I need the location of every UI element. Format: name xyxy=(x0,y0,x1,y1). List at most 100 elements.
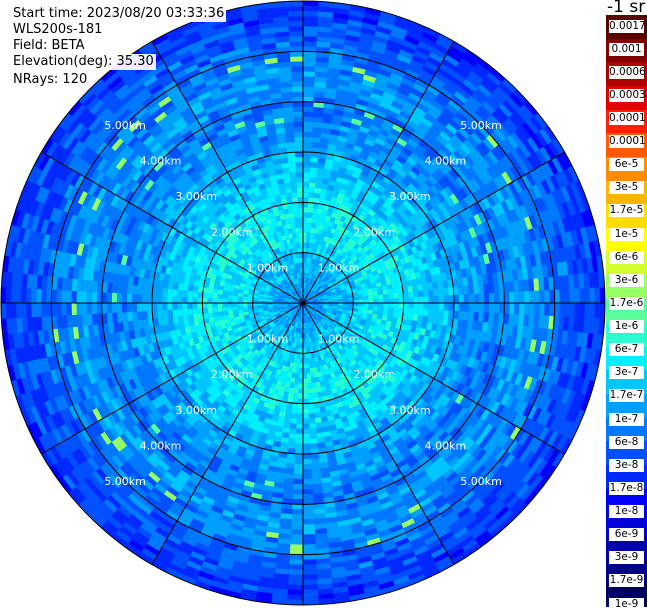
radar-cell xyxy=(326,290,332,295)
radar-cell xyxy=(307,299,313,302)
radar-cell xyxy=(311,382,317,389)
radar-cell xyxy=(413,290,419,298)
radar-cell xyxy=(316,284,321,289)
radar-cell xyxy=(320,349,326,355)
radar-cell xyxy=(308,303,313,305)
radar-cell xyxy=(286,335,291,341)
radar-cell xyxy=(281,493,293,499)
radar-cell xyxy=(335,346,341,352)
radar-cell xyxy=(317,260,322,267)
radar-cell xyxy=(292,268,296,275)
radar-cell xyxy=(313,107,325,113)
radar-cell xyxy=(278,305,284,307)
radar-cell xyxy=(333,282,339,288)
radar-cell xyxy=(307,304,313,307)
radar-cell xyxy=(292,337,296,343)
radar-cell xyxy=(345,328,351,334)
radar-cell xyxy=(265,254,271,260)
radar-cell xyxy=(298,338,302,344)
radar-cell xyxy=(305,242,310,248)
radar-cell xyxy=(313,281,317,287)
radar-cell xyxy=(308,290,312,295)
radar-cell xyxy=(323,347,329,354)
radar-cell xyxy=(297,252,301,258)
radar-cell xyxy=(307,283,311,289)
radar-cell xyxy=(318,314,324,319)
radar-cell xyxy=(306,296,312,301)
radar-cell xyxy=(309,362,314,369)
radar-cell xyxy=(242,293,249,298)
radar-cell xyxy=(318,250,323,257)
radar-cell xyxy=(308,273,311,279)
radar-cell xyxy=(295,428,303,434)
radar-cell xyxy=(293,299,299,302)
radar-cell xyxy=(292,321,296,327)
radar-cell xyxy=(321,282,327,288)
radar-cell xyxy=(333,304,339,307)
radar-cell xyxy=(202,297,208,303)
radar-cell xyxy=(284,293,290,297)
radar-cell xyxy=(290,243,295,249)
radar-cell xyxy=(305,288,308,294)
radar-cell xyxy=(326,280,332,286)
radar-cell xyxy=(142,285,148,295)
radar-cell xyxy=(277,252,283,259)
radar-cell xyxy=(324,287,330,292)
radar-cell xyxy=(286,311,292,316)
radar-cell xyxy=(237,309,244,314)
radar-cell xyxy=(172,288,178,297)
radar-cell xyxy=(428,303,434,311)
radar-cell xyxy=(304,312,307,318)
radar-cell xyxy=(254,264,261,271)
radar-cell xyxy=(303,141,313,148)
radar-cell xyxy=(319,256,324,262)
radar-cell xyxy=(463,303,470,313)
radar-cell xyxy=(267,306,274,309)
radar-cell xyxy=(217,298,223,303)
radar-cell xyxy=(289,325,293,331)
radar-cell xyxy=(328,318,334,323)
radar-cell xyxy=(352,308,359,312)
radar-cell xyxy=(301,293,303,298)
radar-cell xyxy=(280,274,286,280)
radar-cell xyxy=(331,292,338,296)
radar-cell xyxy=(332,309,338,313)
radar-cell xyxy=(141,302,148,312)
radar-cell xyxy=(303,157,312,163)
radar-cell xyxy=(303,262,306,268)
radar-cell xyxy=(313,351,318,358)
radar-cell xyxy=(258,277,264,283)
radar-cell xyxy=(303,308,305,313)
radar-cell xyxy=(285,137,296,143)
radar-cell xyxy=(355,270,362,276)
radar-cell xyxy=(292,279,296,285)
radar-cell xyxy=(259,288,265,293)
radar-cell xyxy=(272,283,278,288)
radar-cell xyxy=(291,315,295,320)
radar-cell xyxy=(363,296,369,301)
radar-cell xyxy=(286,238,291,245)
radar-cell xyxy=(271,325,277,330)
radar-cell xyxy=(306,337,310,344)
radar-cell xyxy=(304,267,307,273)
radar-cell xyxy=(347,259,354,266)
radar-cell xyxy=(322,317,328,323)
radar-cell xyxy=(243,290,249,295)
radar-cell xyxy=(265,267,272,273)
radar-cell xyxy=(303,282,306,288)
radar-cell xyxy=(310,269,314,275)
radar-cell xyxy=(335,267,341,273)
radar-cell xyxy=(289,177,298,183)
radar-cell xyxy=(273,243,279,250)
radar-cell xyxy=(271,269,277,275)
radar-cell xyxy=(313,233,318,240)
radar-cell xyxy=(279,292,285,296)
radar-cell xyxy=(280,332,286,338)
radar-cell xyxy=(268,342,274,348)
radar-cell xyxy=(316,249,321,256)
radar-cell xyxy=(302,423,310,429)
radar-cell xyxy=(302,443,311,449)
radar-cell xyxy=(326,320,332,326)
radar-cell xyxy=(408,291,414,298)
radar-cell xyxy=(309,347,314,353)
